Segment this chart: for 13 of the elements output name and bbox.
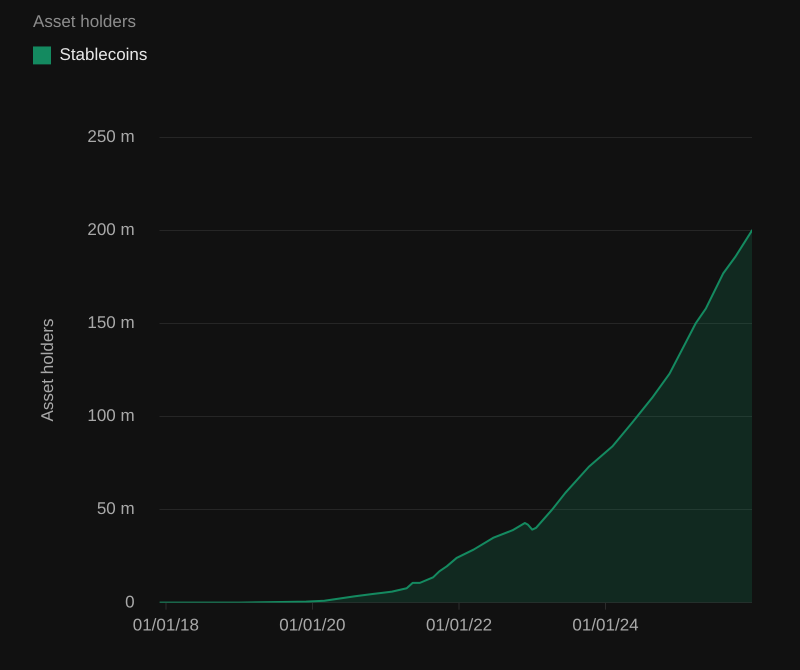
x-tick-label: 01/01/24 <box>572 615 639 634</box>
x-tick-label: 01/01/22 <box>426 615 492 634</box>
y-tick-label: 200 m <box>87 220 135 240</box>
y-tick-label: 0 <box>125 592 135 612</box>
y-tick-label: 250 m <box>87 127 135 146</box>
y-tick-label: 50 m <box>96 499 135 518</box>
y-axis-title: Asset holders <box>38 318 57 422</box>
chart-title: Asset holders <box>33 12 136 31</box>
x-tick-label: 01/01/20 <box>279 615 346 634</box>
y-tick-label: 100 m <box>87 406 135 426</box>
legend-label: Stablecoins <box>60 45 148 64</box>
x-tick-label: 01/01/18 <box>132 615 199 634</box>
y-tick-label: 150 m <box>87 313 135 332</box>
